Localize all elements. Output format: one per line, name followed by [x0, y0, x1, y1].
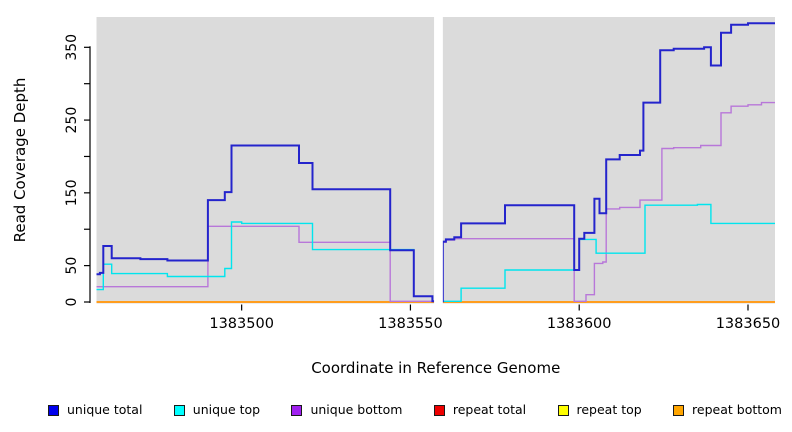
- y-tick-label-350: 350: [64, 34, 80, 61]
- legend-label-unique-bottom: unique bottom: [310, 401, 403, 417]
- chart-legend: unique total unique top unique bottom re…: [48, 399, 782, 421]
- legend-label-repeat-total: repeat total: [452, 401, 527, 417]
- legend-label-unique-top: unique top: [192, 401, 261, 417]
- unique-bottom-swatch-icon: [291, 404, 303, 416]
- y-tick-label-250: 250: [64, 107, 80, 134]
- repeat-total-swatch-icon: [433, 404, 445, 416]
- y-axis-title: Read Coverage Depth: [11, 78, 29, 243]
- legend-item-repeat-total: repeat total: [433, 401, 527, 417]
- unique-total-swatch-icon: [48, 404, 59, 416]
- x-tick-label-1383600: 1383600: [547, 316, 612, 332]
- legend-label-repeat-top: repeat top: [576, 401, 642, 417]
- y-tick-label-0: 0: [64, 298, 80, 307]
- legend-label-repeat-bottom: repeat bottom: [692, 401, 782, 417]
- legend-item-repeat-top: repeat top: [557, 401, 642, 417]
- x-tick-label-1383550: 1383550: [378, 316, 443, 332]
- x-tick-label-1383500: 1383500: [209, 316, 274, 332]
- y-tick-label-50: 50: [64, 257, 80, 275]
- legend-item-unique-total: unique total: [48, 401, 143, 417]
- series-line-unique-total: [96, 22, 775, 303]
- y-tick-label-150: 150: [64, 179, 80, 206]
- x-axis-title: Coordinate in Reference Genome: [311, 359, 560, 377]
- plot-svg: 0 50 150 250 350 1383500 1383550 1383600 1383650…: [11, 17, 781, 377]
- unique-top-swatch-icon: [173, 404, 185, 416]
- legend-item-unique-bottom: unique bottom: [291, 401, 403, 417]
- legend-item-repeat-bottom: repeat bottom: [673, 401, 782, 417]
- masked-gap-band: [434, 17, 443, 304]
- coverage-step-chart: 0 50 150 250 350 1383500 1383550 1383600 1383650…: [11, 17, 781, 377]
- x-tick-label-1383650: 1383650: [716, 316, 781, 332]
- repeat-top-swatch-icon: [557, 404, 569, 416]
- legend-label-unique-total: unique total: [67, 401, 143, 417]
- repeat-bottom-swatch-icon: [673, 404, 685, 416]
- legend-item-unique-top: unique top: [173, 401, 261, 417]
